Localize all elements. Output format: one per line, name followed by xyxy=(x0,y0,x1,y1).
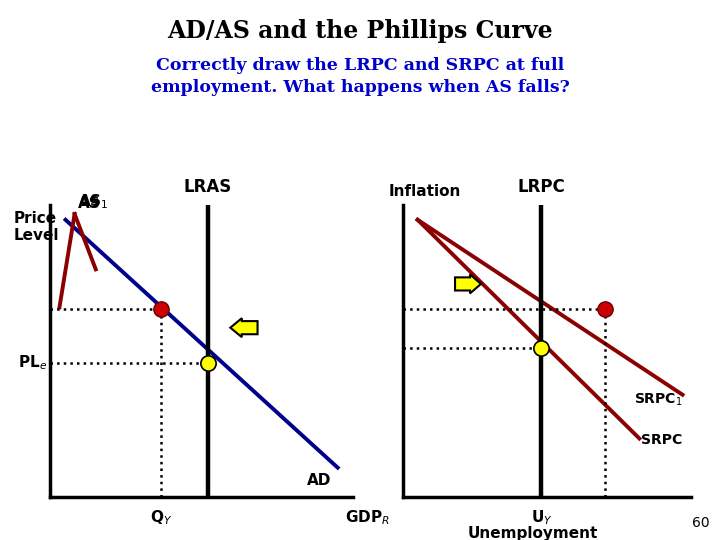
Text: 60: 60 xyxy=(692,516,709,530)
Text: LRPC: LRPC xyxy=(518,178,565,197)
Text: Price
Level: Price Level xyxy=(14,211,60,244)
Text: AD/AS and the Phillips Curve: AD/AS and the Phillips Curve xyxy=(167,19,553,43)
Text: AS: AS xyxy=(78,196,100,211)
Text: Inflation: Inflation xyxy=(389,184,462,199)
Text: PL$_e$: PL$_e$ xyxy=(18,353,48,372)
Text: GDP$_R$: GDP$_R$ xyxy=(346,509,390,527)
Text: Correctly draw the LRPC and SRPC at full
employment. What happens when AS falls?: Correctly draw the LRPC and SRPC at full… xyxy=(150,57,570,96)
FancyArrow shape xyxy=(455,274,481,293)
Text: Q$_Y$: Q$_Y$ xyxy=(150,509,172,527)
Text: AS$_1$: AS$_1$ xyxy=(78,192,108,211)
Text: Unemployment: Unemployment xyxy=(467,526,598,540)
Text: SRPC: SRPC xyxy=(642,433,683,447)
Text: AD: AD xyxy=(307,474,332,489)
FancyArrow shape xyxy=(230,318,258,337)
Text: LRAS: LRAS xyxy=(184,178,232,197)
Text: SRPC$_1$: SRPC$_1$ xyxy=(634,392,683,408)
Text: U$_Y$: U$_Y$ xyxy=(531,509,552,527)
